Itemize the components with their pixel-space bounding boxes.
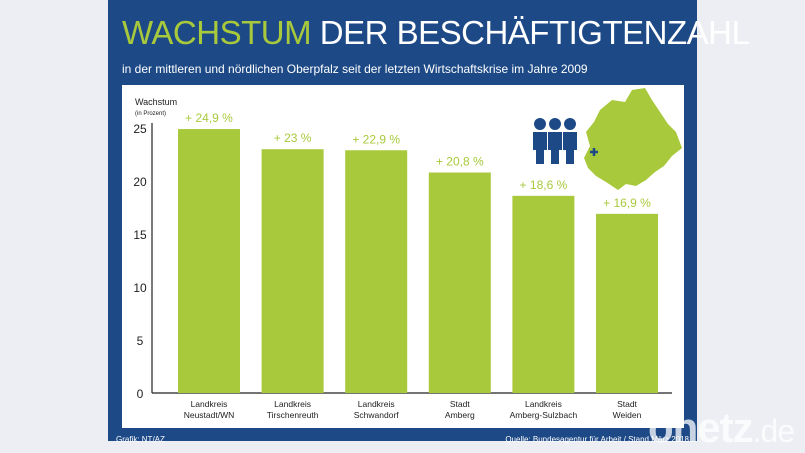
x-tick-label: Amberg-Sulzbach [510,410,578,420]
y-tick-label: 0 [137,387,144,401]
data-label: + 18,6 % [520,178,568,192]
watermark-tld: .de [752,413,795,449]
x-tick-label: Weiden [613,410,642,420]
data-label: + 22,9 % [352,132,400,146]
y-tick-label: 15 [133,228,147,242]
bar [428,172,491,393]
y-tick-label: 10 [133,281,147,295]
map-oberpfalz-icon [584,88,682,190]
title-rest: DER BESCHÄFTIGTENZAHL [311,14,750,51]
data-label: + 24,9 % [185,111,233,125]
source: Quelle: Bundesagentur für Arbeit / Stand… [505,435,689,444]
x-tick-label: Tirschenreuth [267,410,319,420]
x-tick-label: Amberg [445,410,475,420]
x-tick-label: Landkreis [191,399,228,409]
data-label: + 20,8 % [436,155,484,169]
y-tick-label: 25 [133,122,147,136]
data-label: + 16,9 % [603,196,651,210]
chart-subtitle: in der mittleren und nördlichen Oberpfal… [122,62,588,76]
y-tick-label: 5 [137,334,144,348]
bar [261,149,324,393]
people-plus-icon [533,118,598,164]
x-tick-label: Landkreis [274,399,311,409]
y-axis-label: Wachstum [135,97,177,107]
watermark-logo: onetz.de [648,404,795,452]
bar [178,129,240,393]
title-highlight: WACHSTUM [122,14,312,51]
y-tick-label: 20 [133,175,147,189]
x-tick-label: Landkreis [358,399,395,409]
bar [512,195,575,393]
x-tick-label: Stadt [617,399,637,409]
credit: Grafik: NT/AZ [116,435,165,444]
bar [596,213,658,393]
x-tick-label: Neustadt/WN [184,410,235,420]
bar [345,150,408,393]
y-axis-unit: (in Prozent) [135,111,166,117]
x-tick-label: Stadt [450,399,470,409]
x-tick-label: Landkreis [525,399,562,409]
watermark-brand: onetz [648,404,754,451]
chart-title: WACHSTUM DER BESCHÄFTIGTENZAHL [122,14,750,52]
x-tick-label: Schwandorf [354,410,400,420]
data-label: + 23 % [274,131,312,145]
